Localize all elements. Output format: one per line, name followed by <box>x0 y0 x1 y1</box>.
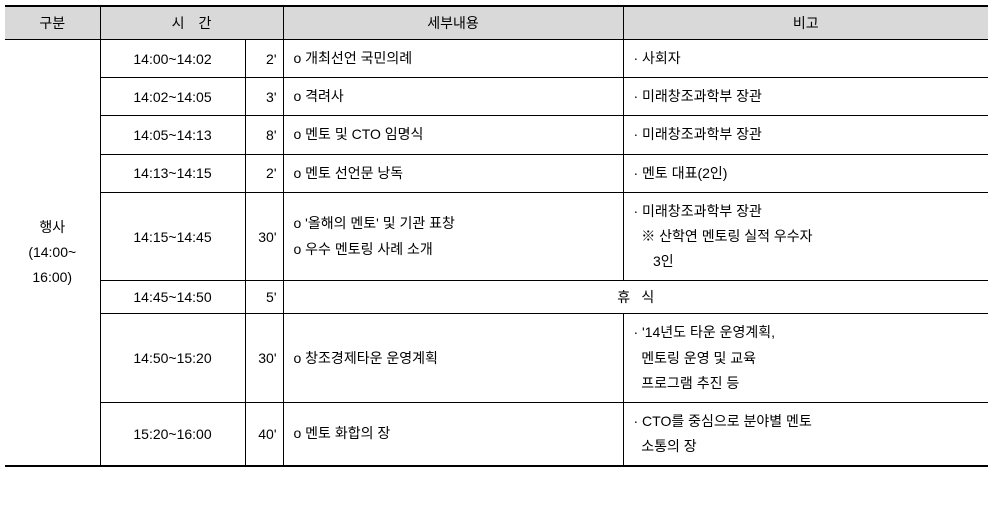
table-body: 행사(14:00~16:00)14:00~14:022'o 개최선언 국민의례·… <box>5 40 988 467</box>
table-row: 14:02~14:053' o 격려사 · 미래창조과학부 장관 <box>5 78 988 116</box>
detail-line: o 멘토 선언문 낭독 <box>294 161 615 186</box>
time-duration: 8' <box>245 116 283 154</box>
detail-cell: o 멘토 화합의 장 <box>283 402 623 466</box>
note-cell: · 미래창조과학부 장관 ※ 산학연 멘토링 실적 우수자 3인 <box>623 192 988 281</box>
detail-line: o 개최선언 국민의례 <box>294 46 615 71</box>
table-row: 행사(14:00~16:00)14:00~14:022'o 개최선언 국민의례·… <box>5 40 988 78</box>
break-cell: 휴식 <box>283 281 988 314</box>
time-duration: 2' <box>245 40 283 78</box>
note-cell: · 사회자 <box>623 40 988 78</box>
detail-line: o 격려사 <box>294 84 615 109</box>
note-line: · 멘토 대표(2인) <box>634 161 981 186</box>
detail-line: o 멘토 및 CTO 임명식 <box>294 122 615 147</box>
note-line: · 미래창조과학부 장관 <box>634 199 981 224</box>
note-line: 멘토링 운영 및 교육 <box>634 346 981 371</box>
detail-line: o 멘토 화합의 장 <box>294 421 615 446</box>
detail-line: o 우수 멘토링 사례 소개 <box>294 237 615 262</box>
note-line: · 미래창조과학부 장관 <box>634 122 981 147</box>
note-line: 3인 <box>634 249 981 274</box>
table-row: 14:13~14:152' o 멘토 선언문 낭독 · 멘토 대표(2인) <box>5 154 988 192</box>
detail-cell: o 개최선언 국민의례 <box>283 40 623 78</box>
category-time: 16:00) <box>13 265 92 290</box>
time-duration: 40' <box>245 402 283 466</box>
header-detail: 세부내용 <box>283 6 623 40</box>
detail-cell: o 멘토 선언문 낭독 <box>283 154 623 192</box>
detail-cell: o 멘토 및 CTO 임명식 <box>283 116 623 154</box>
header-gubun: 구분 <box>5 6 100 40</box>
note-cell: · 멘토 대표(2인) <box>623 154 988 192</box>
note-cell: · CTO를 중심으로 분야별 멘토 소통의 장 <box>623 402 988 466</box>
category-label: 행사 <box>13 215 92 240</box>
note-line: · 미래창조과학부 장관 <box>634 84 981 109</box>
time-range: 14:50~15:20 <box>100 314 245 403</box>
time-duration: 2' <box>245 154 283 192</box>
detail-cell: o 격려사 <box>283 78 623 116</box>
time-duration: 3' <box>245 78 283 116</box>
time-range: 14:45~14:50 <box>100 281 245 314</box>
header-time: 시간 <box>100 6 283 40</box>
note-line: 소통의 장 <box>634 434 981 459</box>
table-row: 15:20~16:0040' o 멘토 화합의 장 · CTO를 중심으로 분야별 … <box>5 402 988 466</box>
header-note: 비고 <box>623 6 988 40</box>
note-cell: · 미래창조과학부 장관 <box>623 116 988 154</box>
detail-line: o 창조경제타운 운영계획 <box>294 346 615 371</box>
note-line: · 사회자 <box>634 46 981 71</box>
detail-cell: o '올해의 멘토' 및 기관 표창o 우수 멘토링 사례 소개 <box>283 192 623 281</box>
time-range: 14:15~14:45 <box>100 192 245 281</box>
note-line: · CTO를 중심으로 분야별 멘토 <box>634 409 981 434</box>
note-cell: · 미래창조과학부 장관 <box>623 78 988 116</box>
note-line: 프로그램 추진 등 <box>634 371 981 396</box>
category-time: (14:00~ <box>13 240 92 265</box>
table-row: 14:45~14:505'휴식 <box>5 281 988 314</box>
note-cell: · '14년도 타운 운영계획, 멘토링 운영 및 교육 프로그램 추진 등 <box>623 314 988 403</box>
time-range: 14:00~14:02 <box>100 40 245 78</box>
time-range: 15:20~16:00 <box>100 402 245 466</box>
category-cell: 행사(14:00~16:00) <box>5 40 100 467</box>
table-row: 14:15~14:4530'o '올해의 멘토' 및 기관 표창o 우수 멘토링… <box>5 192 988 281</box>
time-duration: 5' <box>245 281 283 314</box>
note-line: · '14년도 타운 운영계획, <box>634 320 981 345</box>
time-range: 14:02~14:05 <box>100 78 245 116</box>
detail-cell: o 창조경제타운 운영계획 <box>283 314 623 403</box>
time-range: 14:13~14:15 <box>100 154 245 192</box>
detail-line: o '올해의 멘토' 및 기관 표창 <box>294 211 615 236</box>
time-duration: 30' <box>245 192 283 281</box>
table-row: 14:50~15:2030' o 창조경제타운 운영계획 · '14년도 타운 운영… <box>5 314 988 403</box>
schedule-table: 구분 시간 세부내용 비고 행사(14:00~16:00)14:00~14:02… <box>5 5 988 467</box>
table-header: 구분 시간 세부내용 비고 <box>5 6 988 40</box>
time-duration: 30' <box>245 314 283 403</box>
time-range: 14:05~14:13 <box>100 116 245 154</box>
table-row: 14:05~14:138' o 멘토 및 CTO 임명식 · 미래창조과학부 장관 <box>5 116 988 154</box>
note-line: ※ 산학연 멘토링 실적 우수자 <box>634 224 981 249</box>
